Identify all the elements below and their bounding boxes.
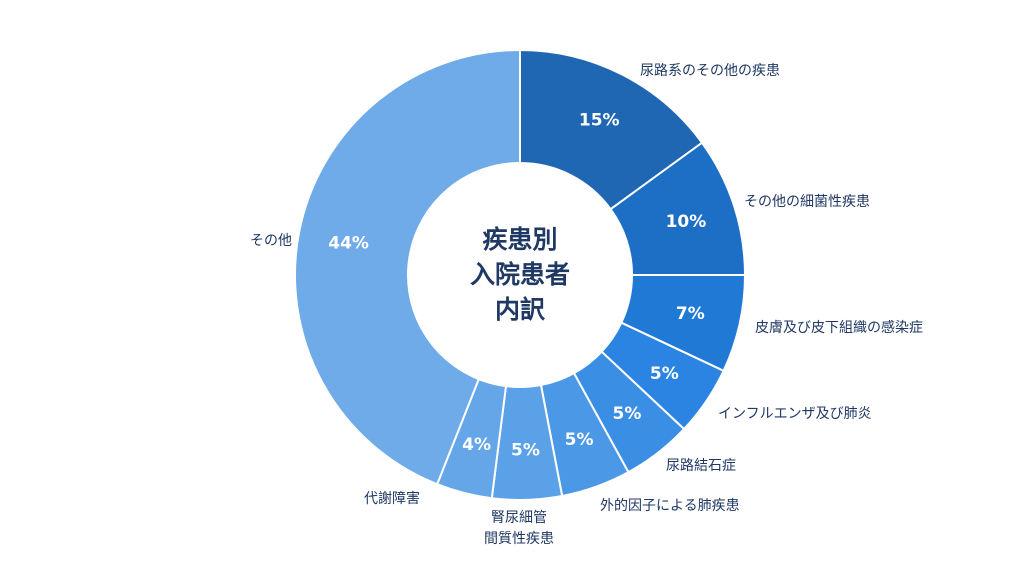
slice-category-label: 尿路結石症 [666,458,736,474]
center-label-line-3: 内訳 [495,295,546,324]
slice-percent-label: 5% [565,430,594,450]
slice-percent-label: 4% [462,435,491,455]
slice-category-label: 代謝障害 [364,491,420,507]
center-label-line-2: 入院患者 [470,260,570,289]
slice-percent-label: 7% [676,304,705,324]
slice-category-label: 腎尿細管 [491,510,547,526]
percent-labels: 15% 10% 7% 5% 5% 5% 5% 4% 44% [328,111,706,461]
slice-percent-label: 10% [666,212,707,232]
center-label-line-1: 疾患別 [482,225,557,254]
slice-category-label: その他の細菌性疾患 [744,194,870,210]
slice-category-label: 外的因子による肺疾患 [600,498,740,514]
slice-percent-label: 5% [511,440,540,460]
slice-percent-label: 44% [328,233,369,253]
slice-percent-label: 5% [613,404,642,424]
donut-slices [294,48,747,501]
donut-slice [294,48,521,486]
category-labels: 尿路系のその他の疾患その他の細菌性疾患皮膚及び皮下組織の感染症インフルエンザ及び… [250,63,923,547]
slice-percent-label: 5% [650,364,679,384]
slice-category-label: インフルエンザ及び肺炎 [718,406,872,422]
slice-percent-label: 15% [579,111,620,131]
slice-category-label: 間質性疾患 [484,531,554,547]
slice-category-label: 皮膚及び皮下組織の感染症 [755,319,923,336]
center-label: 疾患別 入院患者 内訳 [470,225,570,324]
slice-category-label: 尿路系のその他の疾患 [640,63,780,79]
donut-slice [519,48,704,211]
slice-category-label: その他 [250,233,292,249]
